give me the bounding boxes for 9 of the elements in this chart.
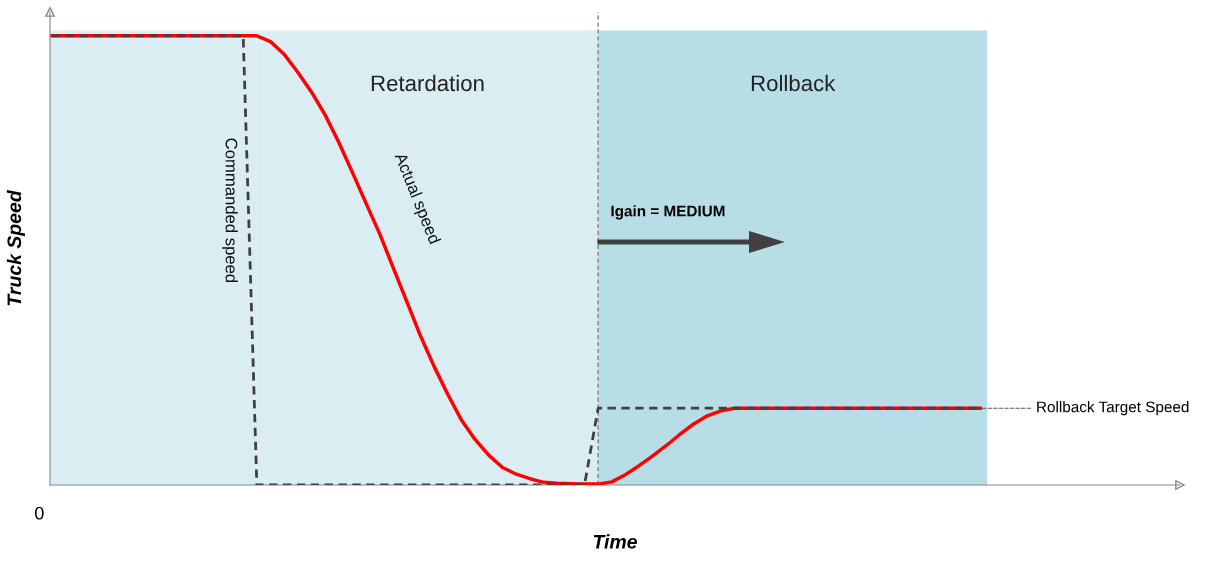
y-axis-title: Truck Speed [6,189,25,306]
annotation: Igain = MEDIUM [611,205,725,220]
text: 0 [35,506,44,520]
annotation: Rollback [751,74,836,92]
text: Actual speed [391,151,442,246]
text: Commanded speed [222,138,238,283]
text: Rollback Target Speed [1037,401,1189,416]
x-axis-title: Time [593,534,637,549]
annotation: Retardation [371,74,484,92]
